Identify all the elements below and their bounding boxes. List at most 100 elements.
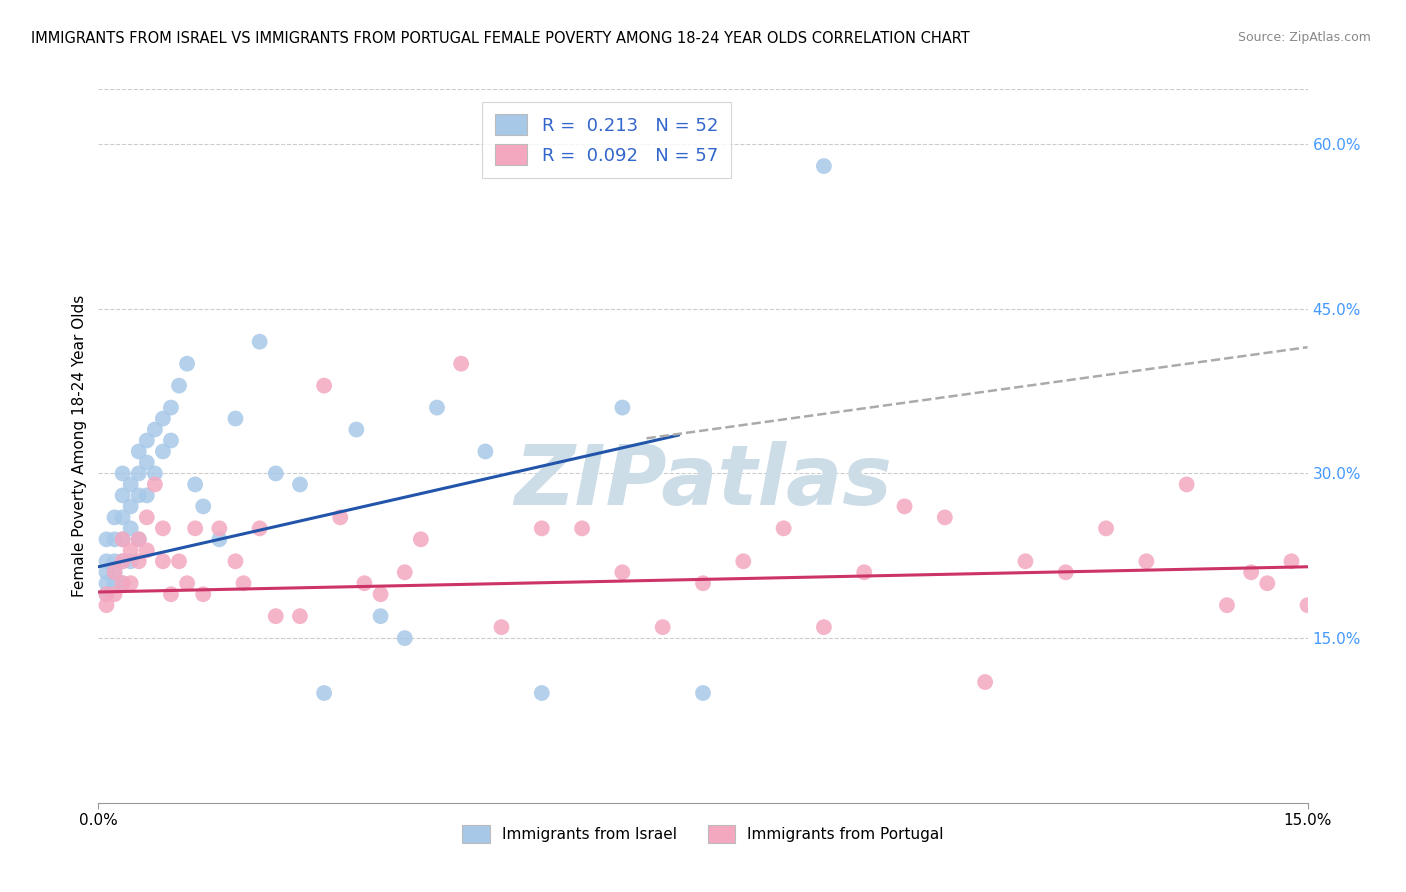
Point [111, 510, 134, 524]
Point [152, 521, 174, 535]
Point [394, 631, 416, 645]
Point [733, 554, 755, 568]
Point [96, 533, 118, 547]
Point [353, 576, 375, 591]
Point [167, 554, 190, 568]
Point [1256, 576, 1278, 591]
Point [96, 554, 118, 568]
Point [571, 521, 593, 535]
Point [288, 477, 311, 491]
Point [232, 576, 254, 591]
Point [193, 587, 215, 601]
Point [651, 620, 673, 634]
Point [96, 566, 118, 580]
Point [344, 423, 367, 437]
Point [692, 576, 714, 591]
Point [103, 554, 125, 568]
Point [96, 598, 118, 612]
Point [128, 444, 150, 458]
Point [111, 533, 134, 547]
Point [120, 543, 142, 558]
Point [1014, 554, 1036, 568]
Point [1216, 598, 1239, 612]
Point [128, 554, 150, 568]
Point [152, 554, 174, 568]
Point [224, 554, 246, 568]
Point [853, 566, 876, 580]
Point [120, 521, 142, 535]
Point [1240, 566, 1263, 580]
Point [128, 467, 150, 481]
Point [530, 686, 553, 700]
Point [135, 455, 157, 469]
Point [111, 576, 134, 591]
Point [111, 554, 134, 568]
Point [1296, 598, 1319, 612]
Y-axis label: Female Poverty Among 18-24 Year Olds: Female Poverty Among 18-24 Year Olds [72, 295, 87, 597]
Point [120, 500, 142, 514]
Point [111, 488, 134, 502]
Point [103, 587, 125, 601]
Point [314, 378, 336, 392]
Point [208, 521, 231, 535]
Point [692, 686, 714, 700]
Point [813, 620, 835, 634]
Point [143, 423, 166, 437]
Point [128, 533, 150, 547]
Text: IMMIGRANTS FROM ISRAEL VS IMMIGRANTS FROM PORTUGAL FEMALE POVERTY AMONG 18-24 YE: IMMIGRANTS FROM ISRAEL VS IMMIGRANTS FRO… [31, 31, 970, 46]
Point [184, 521, 207, 535]
Point [370, 587, 392, 601]
Point [409, 533, 432, 547]
Point [934, 510, 956, 524]
Point [208, 533, 231, 547]
Point [103, 566, 125, 580]
Point [1175, 477, 1198, 491]
Point [193, 500, 215, 514]
Point [474, 444, 496, 458]
Point [160, 587, 183, 601]
Point [224, 411, 246, 425]
Point [103, 576, 125, 591]
Point [96, 576, 118, 591]
Point [152, 444, 174, 458]
Point [184, 477, 207, 491]
Point [974, 675, 997, 690]
Point [491, 620, 513, 634]
Point [772, 521, 794, 535]
Point [893, 500, 915, 514]
Point [103, 533, 125, 547]
Point [135, 434, 157, 448]
Point [96, 587, 118, 601]
Point [111, 576, 134, 591]
Point [450, 357, 472, 371]
Point [167, 378, 190, 392]
Point [120, 554, 142, 568]
Point [176, 576, 198, 591]
Point [143, 467, 166, 481]
Point [1135, 554, 1157, 568]
Point [111, 533, 134, 547]
Point [120, 576, 142, 591]
Point [426, 401, 449, 415]
Point [612, 401, 634, 415]
Point [160, 401, 183, 415]
Point [111, 554, 134, 568]
Point [160, 434, 183, 448]
Point [111, 467, 134, 481]
Point [314, 686, 336, 700]
Point [135, 488, 157, 502]
Point [530, 521, 553, 535]
Point [103, 510, 125, 524]
Text: ZIPatlas: ZIPatlas [515, 442, 891, 522]
Point [143, 477, 166, 491]
Point [813, 159, 835, 173]
Point [1095, 521, 1118, 535]
Point [176, 357, 198, 371]
Point [128, 533, 150, 547]
Point [103, 566, 125, 580]
Point [152, 411, 174, 425]
Legend: Immigrants from Israel, Immigrants from Portugal: Immigrants from Israel, Immigrants from … [456, 819, 950, 848]
Point [264, 467, 287, 481]
Point [249, 334, 271, 349]
Point [1054, 566, 1077, 580]
